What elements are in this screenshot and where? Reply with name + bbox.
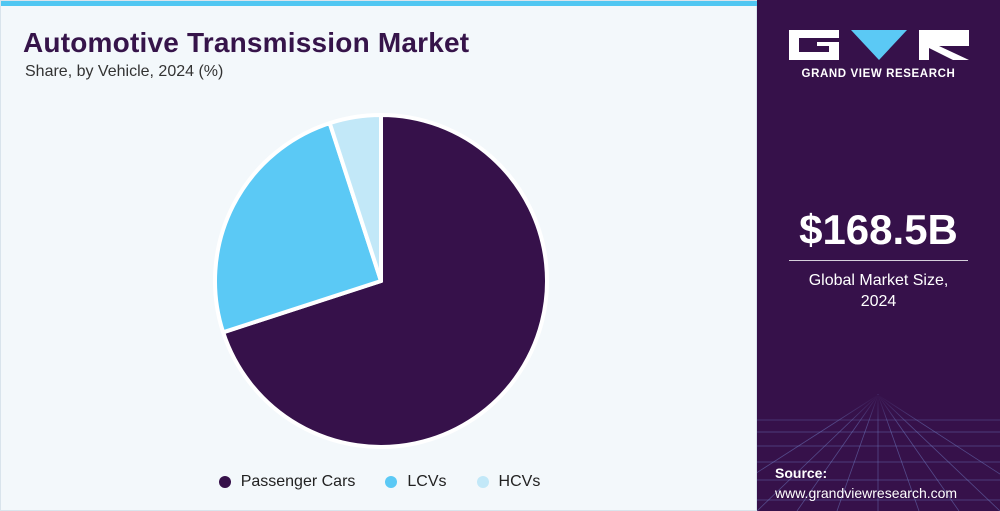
legend-item: Passenger Cars bbox=[218, 473, 356, 491]
legend-swatch bbox=[218, 476, 231, 488]
legend-label: HCVs bbox=[498, 473, 541, 490]
legend-label: LCVs bbox=[407, 473, 447, 490]
pie-slice-passenger-cars bbox=[221, 113, 549, 449]
chart-legend: Passenger Cars LCVs HCVs bbox=[1, 473, 758, 491]
market-size-label: Global Market Size, 2024 bbox=[757, 270, 1000, 312]
grand-view-research-logo bbox=[789, 30, 969, 60]
divider bbox=[789, 260, 968, 261]
chart-subtitle: Share, by Vehicle, 2024 (%) bbox=[25, 63, 224, 80]
source-label: Source: bbox=[775, 465, 828, 481]
legend-swatch bbox=[385, 476, 398, 488]
accent-bar bbox=[1, 1, 758, 6]
source-url-link[interactable]: www.grandviewresearch.com bbox=[775, 485, 958, 501]
legend-item: LCVs bbox=[385, 473, 447, 491]
market-size-label-line1: Global Market Size, bbox=[808, 272, 949, 289]
legend-label: Passenger Cars bbox=[240, 473, 356, 490]
chart-panel: Automotive Transmission Market Share, by… bbox=[0, 0, 758, 511]
pie-slice-lcvs bbox=[213, 121, 383, 335]
market-size-value: $168.5B bbox=[799, 206, 958, 253]
legend-swatch bbox=[476, 476, 489, 488]
pie-chart bbox=[213, 113, 549, 449]
grid-pattern-graphic bbox=[757, 394, 1000, 511]
summary-sidebar: GRAND VIEW RESEARCH $168.5B Global Marke… bbox=[757, 0, 1000, 511]
market-size-label-line2: 2024 bbox=[860, 293, 897, 310]
pie-slice-hcvs bbox=[327, 113, 383, 283]
brand-name: GRAND VIEW RESEARCH bbox=[801, 68, 956, 80]
chart-title: Automotive Transmission Market bbox=[23, 27, 470, 58]
legend-item: HCVs bbox=[476, 473, 541, 491]
